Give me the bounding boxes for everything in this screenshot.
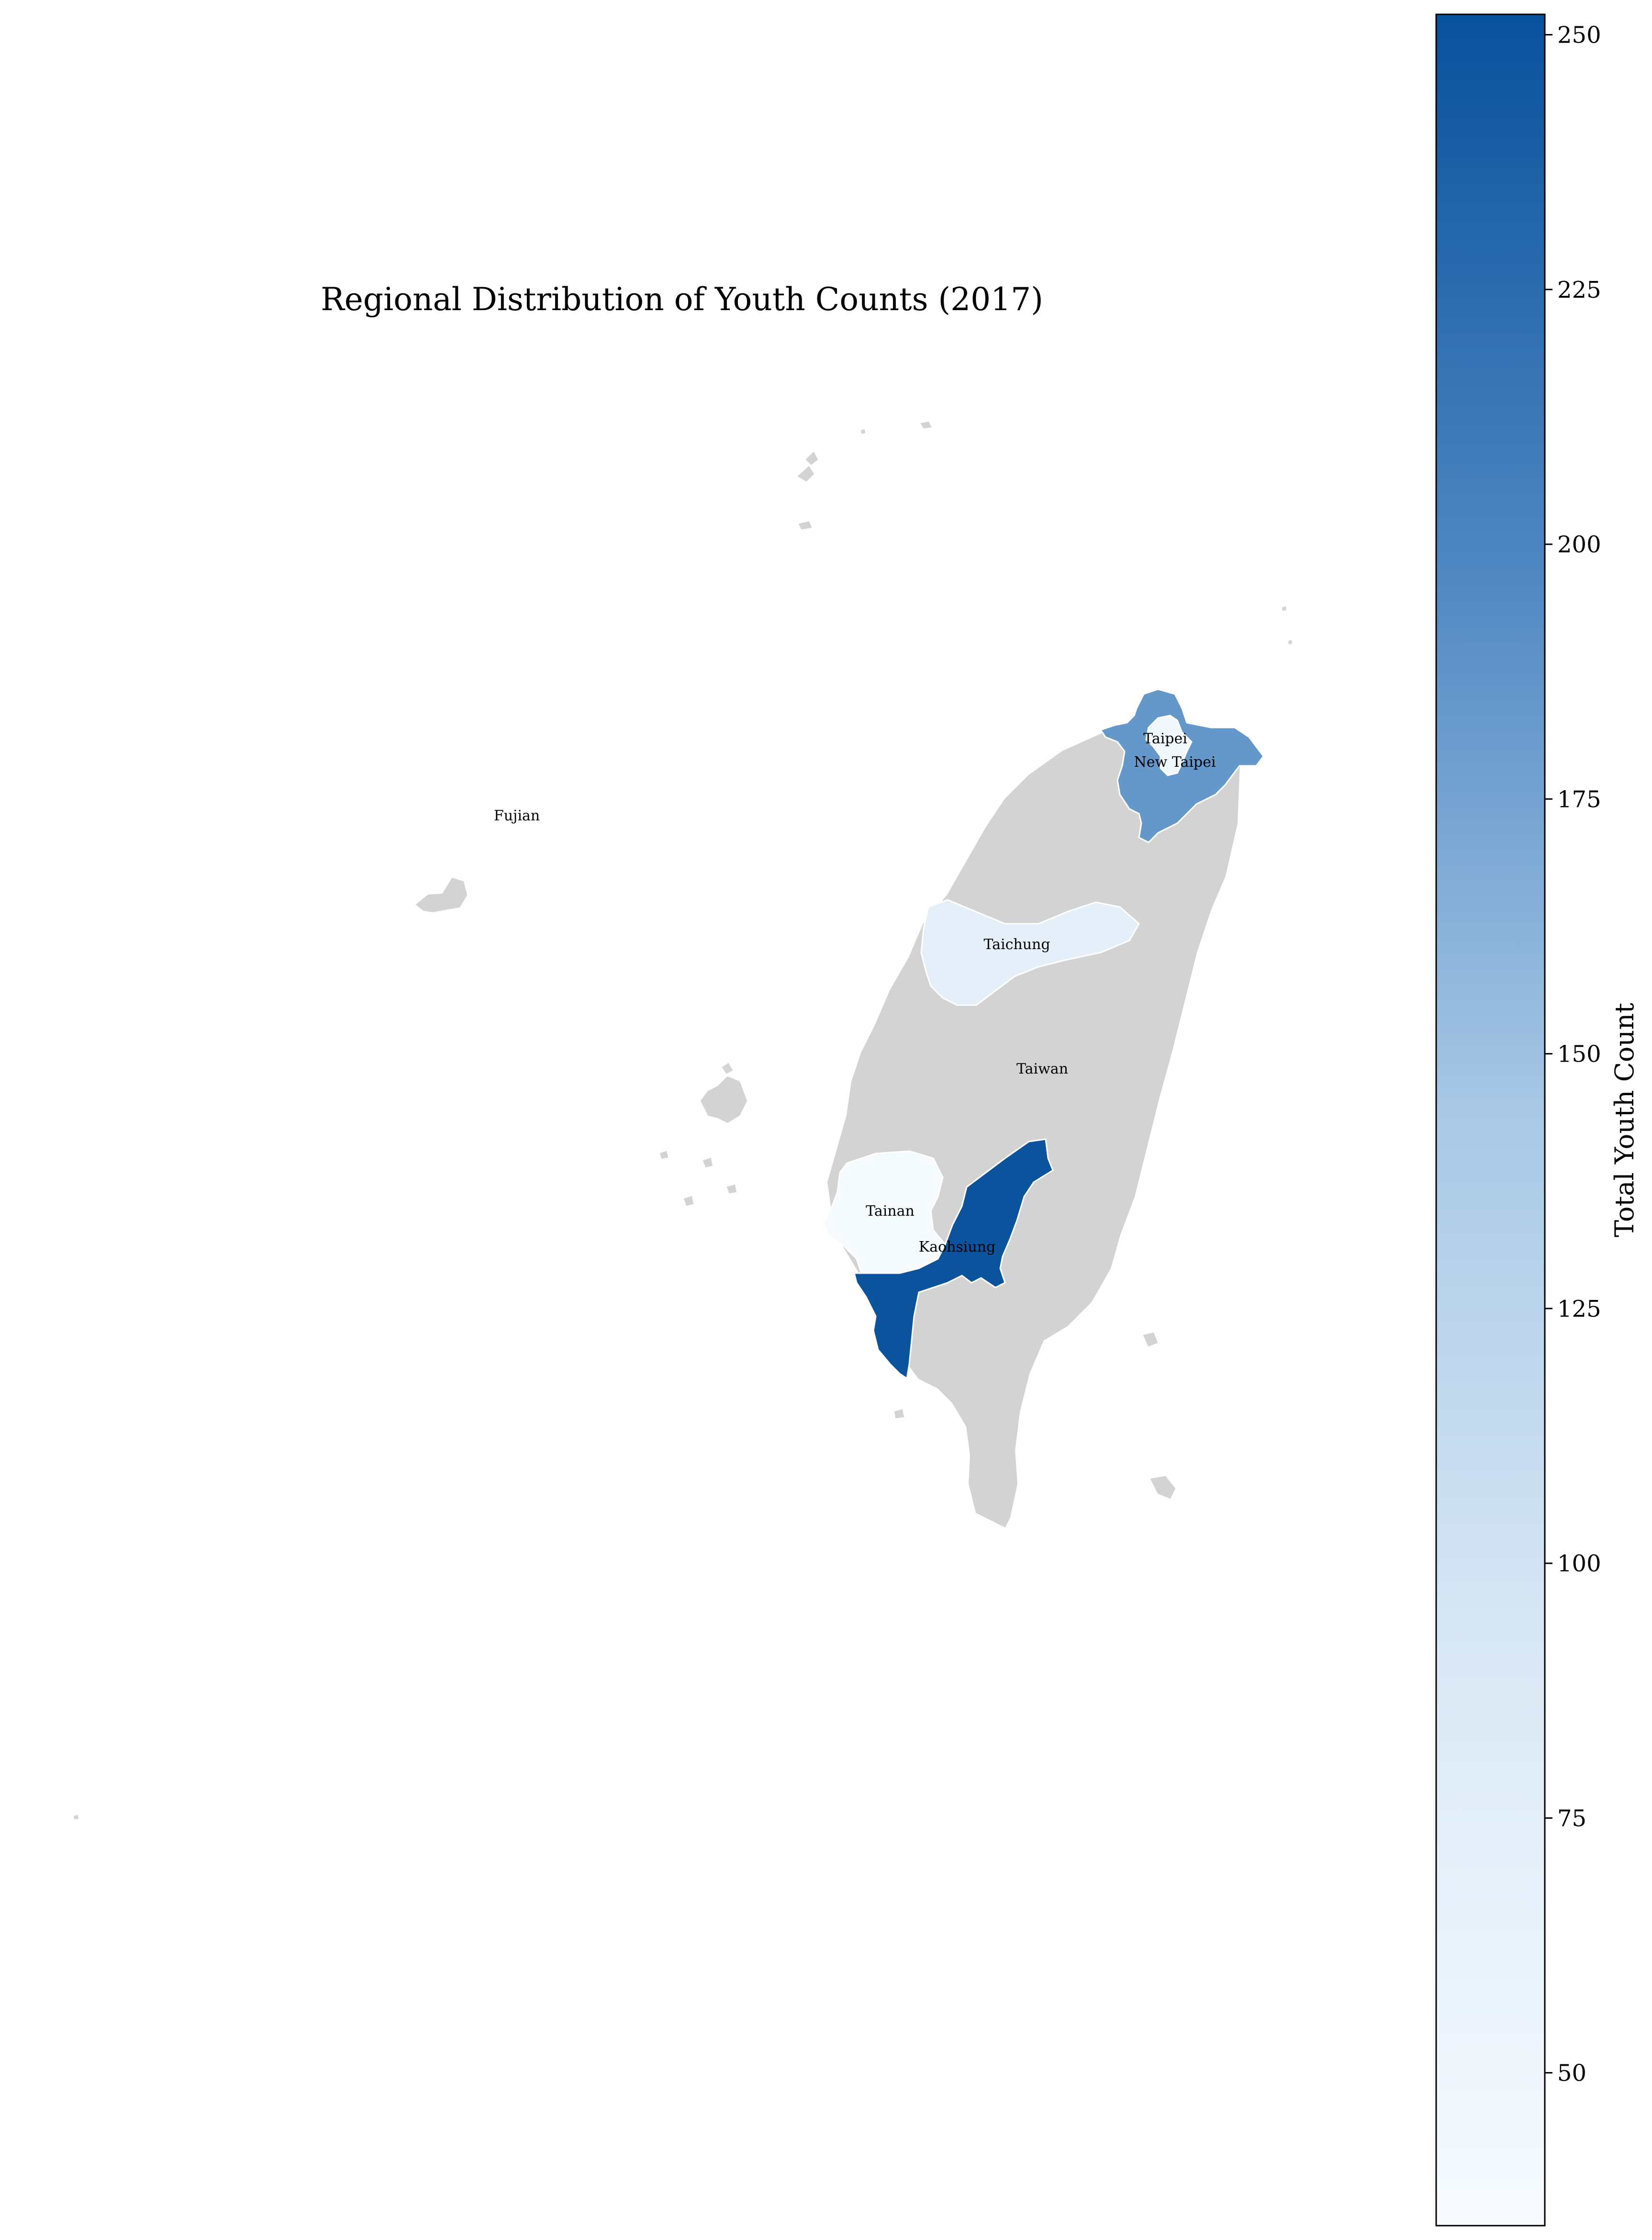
island-penghu-4 bbox=[726, 1184, 737, 1194]
island-penghu-1 bbox=[700, 1076, 748, 1123]
colorbar-gradient bbox=[1435, 13, 1546, 2227]
colorbar: 50 75 100 125 150 175 200 225 250 Total Youth Co… bbox=[1435, 13, 1640, 2227]
colorbar-tick-label-200: 200 bbox=[1557, 531, 1601, 558]
label-taiwan: Taiwan bbox=[1016, 1061, 1068, 1077]
region-new-taipei[interactable] bbox=[1099, 688, 1264, 843]
island-matsu-1 bbox=[797, 466, 815, 482]
region-taipei[interactable] bbox=[1145, 715, 1193, 776]
island-matsu-4 bbox=[920, 421, 932, 429]
island-dot-3 bbox=[860, 429, 866, 434]
island-kinmen bbox=[415, 877, 468, 913]
colorbar-tick-label-125: 125 bbox=[1557, 1296, 1601, 1322]
label-taichung: Taichung bbox=[983, 936, 1050, 953]
label-new-taipei: New Taipei bbox=[1134, 754, 1216, 771]
colorbar-tick-label-75: 75 bbox=[1557, 1805, 1586, 1832]
island-liuqiu bbox=[894, 1409, 904, 1419]
region-kaohsiung[interactable] bbox=[853, 1138, 1054, 1380]
map-title: Regional Distribution of Youth Counts (2… bbox=[321, 281, 1043, 318]
region-taichung[interactable] bbox=[920, 899, 1140, 1006]
colorbar-tick-label-150: 150 bbox=[1557, 1041, 1601, 1068]
island-penghu-2 bbox=[722, 1063, 733, 1074]
colorbar-tick-label-175: 175 bbox=[1557, 786, 1601, 813]
island-penghu-3 bbox=[703, 1157, 713, 1168]
label-kaohsiung: Kaohsiung bbox=[919, 1239, 996, 1255]
island-dot-4 bbox=[73, 1814, 79, 1820]
island-orchid bbox=[1150, 1476, 1176, 1499]
colorbar-label: Total Youth Count bbox=[1609, 1003, 1640, 1237]
label-tainan: Tainan bbox=[866, 1203, 915, 1220]
island-green bbox=[1143, 1332, 1158, 1347]
island-matsu-2 bbox=[805, 451, 818, 465]
island-dot-1 bbox=[1282, 606, 1287, 611]
island-matsu-3 bbox=[798, 521, 812, 530]
colorbar-tick-label-50: 50 bbox=[1557, 2060, 1586, 2087]
island-penghu-5 bbox=[659, 1151, 669, 1159]
island-penghu-6 bbox=[683, 1196, 694, 1206]
label-taipei: Taipei bbox=[1143, 730, 1187, 747]
colorbar-tick-label-225: 225 bbox=[1557, 277, 1601, 303]
colorbar-tick-label-100: 100 bbox=[1557, 1550, 1601, 1577]
island-dot-2 bbox=[1288, 639, 1293, 645]
colorbar-tick-label-250: 250 bbox=[1557, 22, 1601, 49]
label-fujian: Fujian bbox=[494, 807, 540, 824]
region-taiwan-mainland[interactable] bbox=[827, 722, 1240, 1528]
